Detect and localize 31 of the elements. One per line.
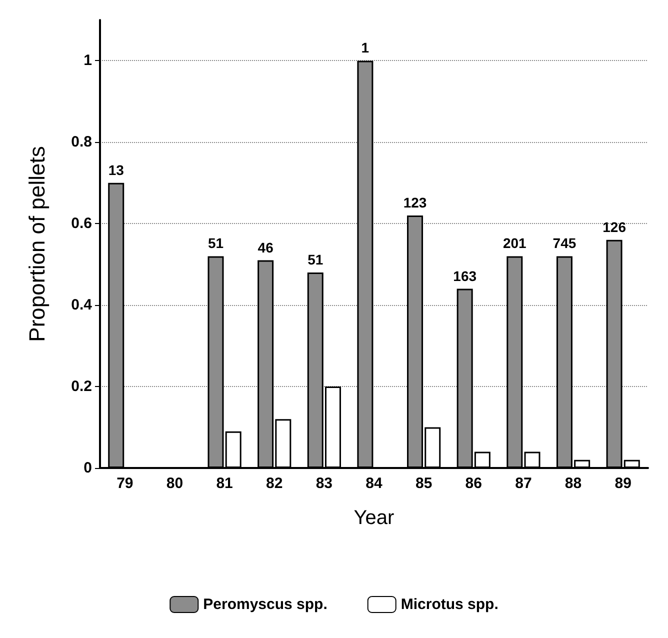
annotation: 51 [308, 252, 324, 268]
x-tick-label: 80 [166, 475, 184, 492]
x-tick-label: 83 [316, 475, 333, 492]
annotation: 46 [258, 239, 274, 256]
x-tick-label: 81 [216, 475, 233, 492]
annotation: 163 [453, 268, 477, 284]
legend-label: Microtus spp. [400, 596, 498, 613]
annotation: 126 [602, 218, 626, 235]
x-tick-label: 82 [266, 475, 283, 492]
legend-label: Peromyscus spp. [203, 596, 328, 613]
y-tick-label: 1 [84, 52, 92, 70]
x-tick-label: 88 [564, 475, 582, 492]
y-tick-label: 0.8 [71, 134, 92, 151]
x-tick-label: 85 [415, 475, 432, 492]
annotation: 1 [361, 40, 370, 56]
y-tick-label: 0.4 [71, 296, 93, 314]
x-tick-label: 84 [366, 475, 383, 492]
annotation: 51 [208, 235, 224, 252]
y-tick-label: 0.6 [71, 215, 92, 232]
annotation: 13 [108, 162, 124, 178]
annotation: 123 [403, 194, 427, 210]
x-tick-label: 87 [515, 475, 532, 492]
y-axis-title: Proportion of pellets [24, 146, 50, 342]
y-tick-label: 0.2 [71, 378, 92, 396]
x-tick-label: 89 [614, 475, 632, 492]
x-tick-label: 79 [116, 475, 134, 492]
annotation: 201 [502, 235, 527, 252]
annotation: 745 [552, 235, 576, 252]
x-tick-label: 86 [465, 475, 482, 492]
x-axis-title: Year [354, 507, 395, 529]
y-tick-label: 0 [84, 460, 92, 476]
